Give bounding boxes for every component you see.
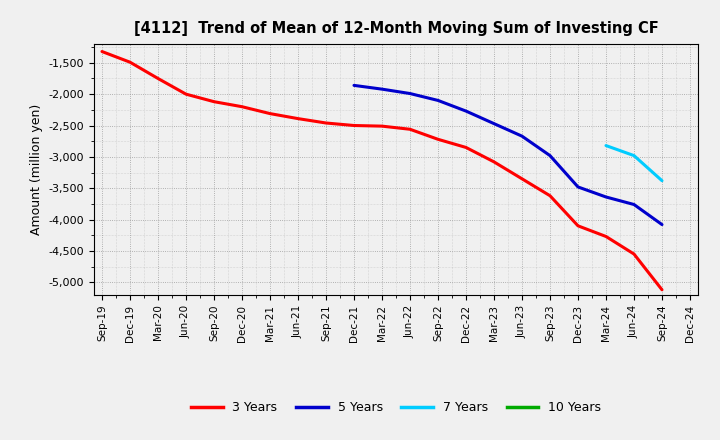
- Legend: 3 Years, 5 Years, 7 Years, 10 Years: 3 Years, 5 Years, 7 Years, 10 Years: [186, 396, 606, 419]
- Title: [4112]  Trend of Mean of 12-Month Moving Sum of Investing CF: [4112] Trend of Mean of 12-Month Moving …: [134, 21, 658, 36]
- Y-axis label: Amount (million yen): Amount (million yen): [30, 104, 42, 235]
